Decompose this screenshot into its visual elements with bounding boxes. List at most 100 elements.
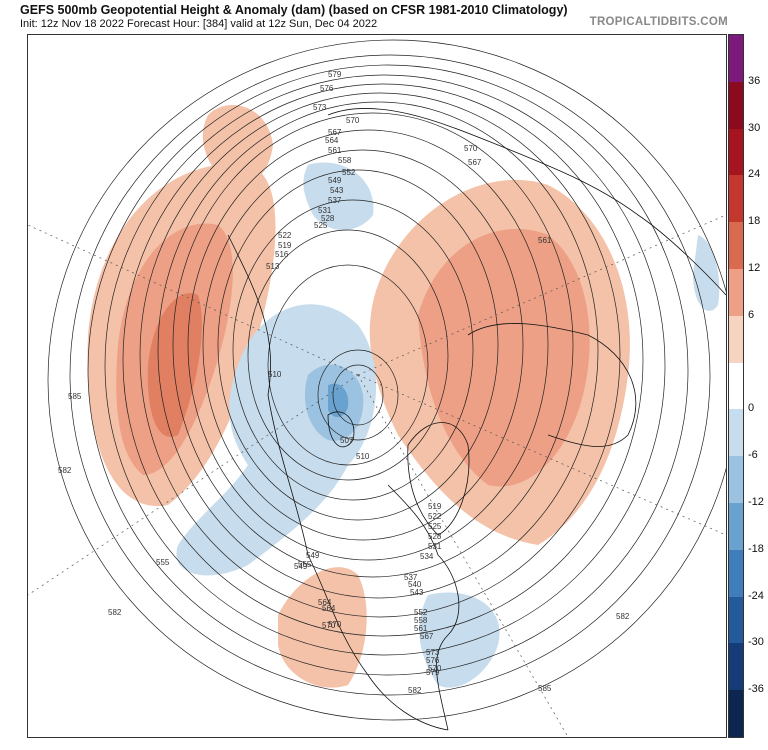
colorbar-tick-label: -36	[748, 683, 764, 696]
colorbar-tick-label: 12	[748, 262, 761, 274]
asia-coast	[327, 108, 726, 296]
colorbar-segment	[729, 175, 743, 223]
contour-label: 558	[414, 616, 428, 625]
colorbar-tick-label: 0	[748, 402, 755, 415]
colorbar-segment	[729, 222, 743, 270]
colorbar-tick-label: -12	[748, 496, 764, 508]
positive-anomaly-southwest-us	[278, 567, 367, 688]
north-america-coast	[227, 234, 460, 731]
contour-label: 507	[340, 436, 354, 445]
contour-label: 585	[68, 392, 82, 401]
colorbar-segment	[729, 596, 743, 644]
colorbar-segment	[729, 549, 743, 598]
colorbar-segment	[729, 409, 743, 457]
contour-label: 510	[268, 370, 282, 379]
contour-label: 582	[408, 686, 422, 695]
contour-label: 531	[428, 542, 442, 551]
contour-label: 561	[328, 146, 342, 155]
colorbar-segment	[729, 643, 743, 691]
colorbar-segment	[729, 128, 743, 176]
contour-label: 567	[328, 128, 342, 137]
contour-label: 561	[538, 236, 552, 245]
height-contours	[47, 39, 726, 721]
contour-label: 564	[322, 604, 336, 613]
colorbar-tick-label: -18	[748, 542, 764, 555]
contour-label: 543	[410, 588, 424, 597]
contour-label: 561	[414, 624, 428, 633]
map-canvas: 5795765735705675645615585525495435375315…	[28, 39, 726, 737]
contour-label: 552	[342, 168, 356, 177]
hudson-bay	[327, 411, 355, 448]
colorbar-segment	[729, 503, 743, 551]
graticule	[28, 214, 726, 737]
contour-label: 582	[108, 608, 122, 617]
contour-label: 570	[464, 144, 478, 153]
contour-label: 519	[428, 502, 442, 511]
contour-label: 513	[266, 262, 280, 271]
brand-watermark: TROPICALTIDBITS.COM	[589, 16, 728, 28]
colorbar-tick-label: 30	[748, 121, 761, 134]
contour-label: 522	[428, 512, 442, 521]
contour-label: 528	[428, 532, 442, 541]
colorbar-tick-label: 18	[748, 215, 761, 228]
contour-label: 576	[320, 84, 334, 93]
contour-label: 537	[328, 196, 342, 205]
chart-subtitle: Init: 12z Nov 18 2022 Forecast Hour: [38…	[20, 18, 378, 30]
contour-label: 519	[278, 241, 292, 250]
contour-label: 555	[156, 558, 170, 567]
contour-label: 570	[328, 620, 342, 629]
colorbar-tick-label: -30	[748, 636, 764, 649]
contour-label: 552	[414, 608, 428, 617]
height-label-layer: 5795765735705675645615585525495435375315…	[58, 70, 630, 695]
contour-label: 543	[330, 186, 344, 195]
contour-label: 516	[275, 250, 289, 259]
colorbar-segment	[729, 362, 743, 410]
contour-label: 537	[404, 573, 418, 582]
contour-label: 549	[294, 562, 308, 571]
contour-label: 549	[328, 176, 342, 185]
contour-label: 585	[538, 684, 552, 693]
contour-label: 531	[318, 206, 332, 215]
contour-label: 579	[328, 70, 342, 79]
europe-coast	[467, 323, 637, 447]
colorbar-segment	[729, 315, 743, 364]
colorbar-tick-label: -6	[748, 449, 758, 462]
colorbar-tick-label: 36	[748, 74, 761, 87]
contour-label: 570	[322, 621, 336, 630]
contour-label: 582	[616, 612, 630, 621]
contour-label: 525	[314, 221, 328, 230]
contour-label: 579	[426, 668, 440, 677]
contour-label: 570	[346, 116, 360, 125]
colorbar-segment	[729, 35, 743, 83]
contour-label: 510	[356, 452, 370, 461]
colorbar-segment	[729, 81, 743, 130]
coastlines	[227, 108, 726, 731]
contour-label: 534	[420, 552, 434, 561]
contour-label: 567	[468, 158, 482, 167]
contour-label: 564	[318, 598, 332, 607]
contour-label: 576	[426, 656, 440, 665]
colorbar-segment	[729, 690, 743, 738]
contour-label: 555	[298, 560, 312, 569]
positive-anomaly-pacific	[87, 163, 276, 507]
polar-stereographic-map: 579 576 573 570 567 564 561 558 552 549 543 537 531 5…	[27, 34, 727, 738]
contour-label: 570	[428, 664, 442, 673]
colorbar-tick-label: 6	[748, 308, 755, 321]
contour-label: 528	[321, 214, 335, 223]
contour-label: 525	[428, 522, 442, 531]
colorbar-segment	[729, 269, 743, 317]
greenland-coast	[407, 422, 470, 536]
contour-label: 558	[338, 156, 352, 165]
colorbar-segment	[729, 456, 743, 504]
contour-label: 573	[426, 648, 440, 657]
contour-label: 567	[420, 632, 434, 641]
contour-label: 564	[325, 136, 339, 145]
anomaly-colorbar	[728, 34, 744, 738]
colorbar-tick-label: 24	[748, 168, 761, 181]
contour-label: 522	[278, 231, 292, 240]
contour-label: 582	[58, 466, 72, 475]
contour-label: 573	[313, 103, 327, 112]
contour-label: 540	[408, 580, 422, 589]
colorbar-tick-label: -24	[748, 589, 764, 602]
contour-label: 549	[306, 551, 320, 560]
